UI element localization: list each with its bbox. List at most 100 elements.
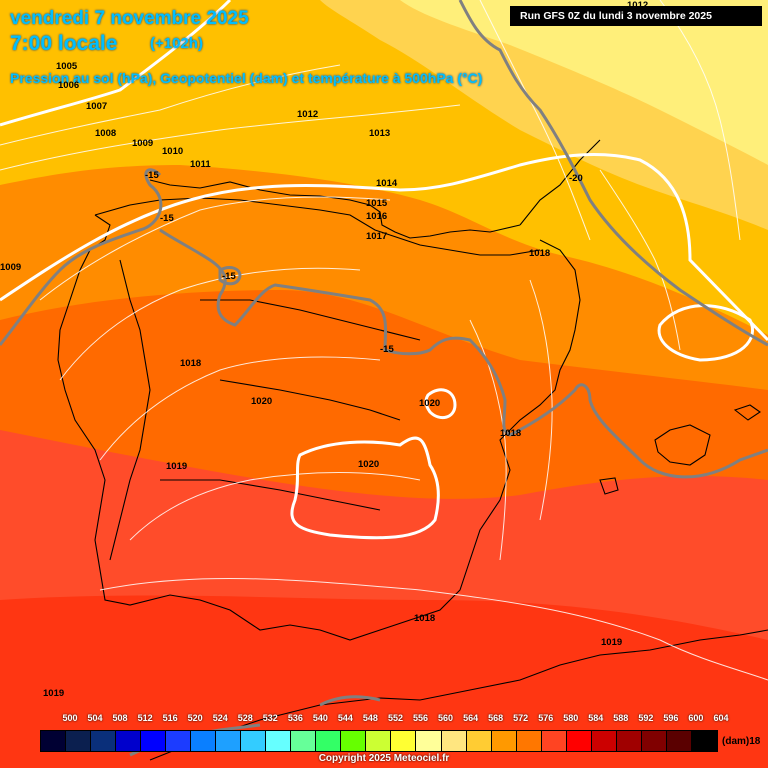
scale-label: 584 [588, 713, 604, 723]
pressure-label: 1017 [366, 231, 388, 242]
map-parameters: Pression au sol (hPa), Geopotentiel (dam… [10, 70, 483, 86]
scale-swatch [491, 731, 517, 751]
iberia-coast [57, 214, 581, 641]
scale-swatch [641, 731, 667, 751]
scale-label: 592 [638, 713, 654, 723]
scale-label: 568 [488, 713, 504, 723]
isobar-1 [0, 64, 341, 146]
internal-region-2 [219, 379, 401, 421]
scale-swatch [366, 731, 392, 751]
pressure-label: 1009 [0, 262, 22, 273]
scale-swatch [666, 731, 692, 751]
pressure-label: 1016 [366, 211, 388, 222]
scale-swatch [391, 731, 417, 751]
scale-label: 572 [513, 713, 529, 723]
temperature-label: -20 [569, 173, 583, 184]
pressure-label: 1019 [43, 688, 65, 699]
scale-label: 588 [613, 713, 629, 723]
scale-swatch [416, 731, 442, 751]
geopotential-contour-5 [424, 388, 457, 420]
pressure-label: 1006 [58, 80, 80, 91]
isobar-4 [59, 267, 361, 381]
isobar-11 [479, 0, 591, 241]
isobar-7 [99, 577, 768, 681]
isobar-10 [599, 169, 681, 351]
pressure-label: 1020 [358, 459, 380, 470]
temperature-contour-2 [159, 228, 768, 479]
spain-france-border [389, 234, 541, 256]
scale-label: 520 [187, 713, 203, 723]
pressure-label: 1020 [251, 396, 273, 407]
pressure-label: 1019 [601, 637, 623, 648]
copyright-text: Copyright 2025 Meteociel.fr [318, 753, 450, 764]
scale-swatch [141, 731, 167, 751]
temperature-label: -15 [222, 271, 236, 282]
scale-swatch [441, 731, 467, 751]
temperature-contour-1 [0, 168, 163, 346]
geopotential-contour-1 [0, 153, 768, 342]
scale-label: 560 [438, 713, 454, 723]
pressure-label: 1007 [86, 101, 108, 112]
france-coast [149, 179, 521, 239]
forecast-time: 7:00 locale [10, 32, 118, 55]
temperature-label: -15 [380, 344, 394, 355]
isobar-3 [39, 196, 391, 301]
forecast-lead-time: (+102h) [150, 35, 203, 52]
temperature-label: -15 [145, 170, 159, 181]
temperature-contour-3 [458, 0, 768, 347]
isobar-12 [659, 0, 741, 241]
pressure-label: 1013 [369, 128, 391, 139]
scale-label: 556 [413, 713, 429, 723]
scale-swatch [266, 731, 292, 751]
iberia-north-coast [94, 197, 391, 236]
run-info: Run GFS 0Z du lundi 3 novembre 2025 [510, 6, 762, 26]
scale-label: 540 [312, 713, 328, 723]
scale-swatch [91, 731, 117, 751]
pressure-label: 1005 [56, 61, 78, 72]
scale-label: 552 [387, 713, 403, 723]
isobar-9 [529, 279, 553, 521]
scale-label: 580 [563, 713, 579, 723]
pressure-label: 1008 [95, 128, 117, 139]
scale-swatch [66, 731, 92, 751]
scale-label: 504 [87, 713, 103, 723]
scale-label: 512 [137, 713, 153, 723]
pressure-label: 1018 [500, 428, 522, 439]
scale-swatch [166, 731, 192, 751]
scale-label: 528 [237, 713, 253, 723]
scale-label: 576 [538, 713, 554, 723]
scale-label: 544 [337, 713, 353, 723]
forecast-date: vendredi 7 novembre 2025 [10, 8, 249, 29]
portugal-border [109, 259, 151, 561]
internal-region-3 [160, 479, 381, 511]
mallorca [654, 424, 711, 466]
temperature-contour-6 [319, 695, 381, 707]
geopotential-contour-4 [290, 436, 440, 540]
scale-label: 536 [287, 713, 303, 723]
scale-label: 604 [713, 713, 729, 723]
pressure-label: 1020 [419, 398, 441, 409]
scale-swatch [516, 731, 542, 751]
pressure-label: 1018 [529, 248, 551, 259]
geopotential-scale-bar [40, 730, 718, 752]
temperature-label: -15 [160, 213, 174, 224]
pressure-label: 1014 [376, 178, 398, 189]
band-yellow-light [400, 0, 768, 165]
scale-label: 548 [362, 713, 378, 723]
scale-label: 532 [262, 713, 278, 723]
scale-swatch [341, 731, 367, 751]
scale-label: 596 [663, 713, 679, 723]
scale-label: 500 [62, 713, 78, 723]
ibiza [599, 477, 619, 495]
pressure-label: 1011 [190, 159, 211, 170]
pressure-label: 1012 [297, 109, 319, 120]
scale-swatch [291, 731, 317, 751]
scale-label: 516 [162, 713, 178, 723]
scale-swatch [566, 731, 592, 751]
pressure-label: 1019 [166, 461, 188, 472]
menorca [733, 404, 761, 421]
scale-label: 524 [212, 713, 228, 723]
pressure-label: 1018 [414, 613, 436, 624]
scale-swatch [466, 731, 492, 751]
